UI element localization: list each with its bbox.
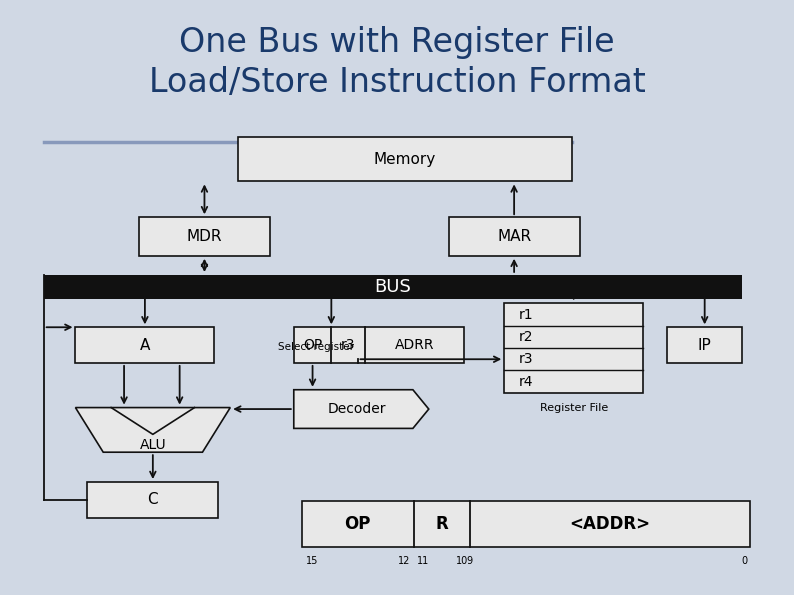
- Text: OP: OP: [345, 515, 371, 533]
- FancyBboxPatch shape: [504, 303, 643, 393]
- FancyBboxPatch shape: [44, 275, 742, 299]
- FancyBboxPatch shape: [75, 327, 214, 363]
- FancyBboxPatch shape: [667, 327, 742, 363]
- Text: r1: r1: [518, 308, 533, 322]
- Text: ALU: ALU: [140, 438, 166, 452]
- Text: r4: r4: [518, 374, 533, 389]
- Text: 12: 12: [398, 556, 410, 566]
- Text: 10: 10: [456, 556, 468, 566]
- Text: MAR: MAR: [497, 229, 531, 244]
- Text: C: C: [148, 492, 158, 508]
- Text: MDR: MDR: [187, 229, 222, 244]
- Text: OP: OP: [303, 338, 322, 352]
- Text: 9: 9: [467, 556, 473, 566]
- Polygon shape: [294, 390, 429, 428]
- Text: 15: 15: [306, 556, 318, 566]
- Text: r3: r3: [341, 338, 356, 352]
- FancyBboxPatch shape: [87, 482, 218, 518]
- FancyBboxPatch shape: [294, 327, 464, 363]
- Text: Register File: Register File: [540, 403, 607, 414]
- Text: 11: 11: [417, 556, 430, 566]
- Text: R: R: [436, 515, 449, 533]
- Text: IP: IP: [698, 337, 711, 353]
- FancyBboxPatch shape: [449, 217, 580, 256]
- Text: BUS: BUS: [375, 278, 411, 296]
- Text: r2: r2: [518, 330, 533, 344]
- Text: Select register: Select register: [278, 342, 353, 352]
- FancyBboxPatch shape: [238, 137, 572, 181]
- Text: One Bus with Register File
Load/Store Instruction Format: One Bus with Register File Load/Store In…: [148, 26, 646, 99]
- FancyBboxPatch shape: [139, 217, 270, 256]
- Text: Memory: Memory: [374, 152, 436, 167]
- FancyBboxPatch shape: [302, 501, 750, 547]
- Text: r3: r3: [518, 352, 533, 367]
- Text: <ADDR>: <ADDR>: [569, 515, 651, 533]
- Text: 0: 0: [742, 556, 748, 566]
- Text: ADRR: ADRR: [395, 338, 435, 352]
- Text: Decoder: Decoder: [328, 402, 387, 416]
- Polygon shape: [75, 408, 230, 452]
- Text: A: A: [140, 337, 150, 353]
